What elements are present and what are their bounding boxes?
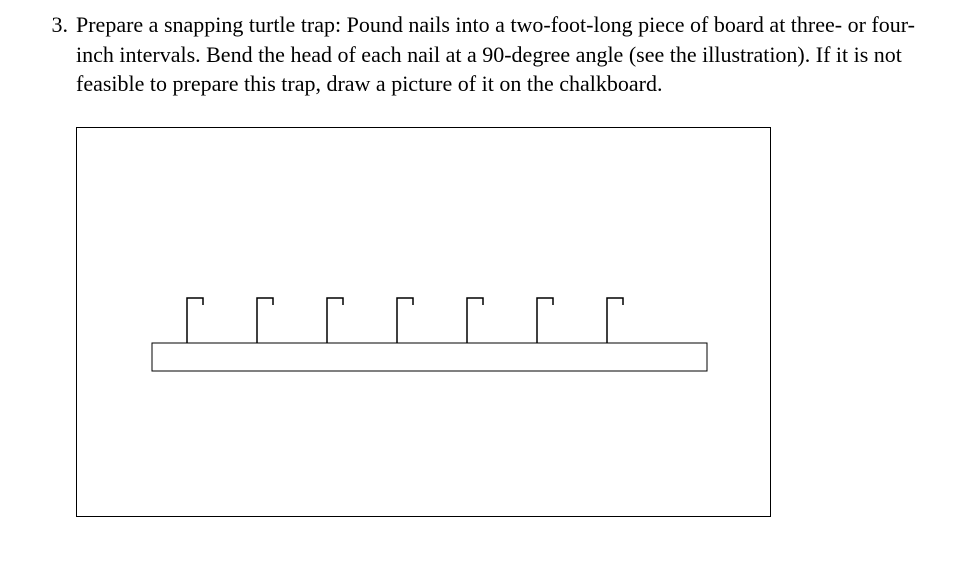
item-text: Prepare a snapping turtle trap: Pound na… bbox=[76, 10, 921, 99]
page: 3. Prepare a snapping turtle trap: Pound… bbox=[0, 0, 961, 517]
board-rect bbox=[152, 343, 707, 371]
bent-nail-icon bbox=[187, 298, 203, 343]
illustration-frame bbox=[76, 127, 771, 517]
turtle-trap-diagram bbox=[77, 128, 772, 518]
list-item: 3. Prepare a snapping turtle trap: Pound… bbox=[40, 10, 921, 99]
bent-nail-icon bbox=[537, 298, 553, 343]
item-number: 3. bbox=[40, 10, 76, 40]
bent-nail-icon bbox=[607, 298, 623, 343]
bent-nail-icon bbox=[257, 298, 273, 343]
bent-nail-icon bbox=[397, 298, 413, 343]
bent-nail-icon bbox=[327, 298, 343, 343]
bent-nail-icon bbox=[467, 298, 483, 343]
